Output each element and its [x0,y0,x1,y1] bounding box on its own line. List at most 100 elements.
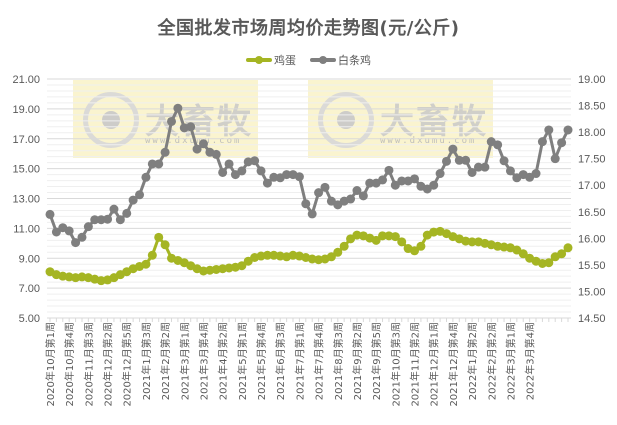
data-point[interactable] [378,231,388,241]
data-point[interactable] [141,172,151,182]
data-point[interactable] [563,243,573,253]
data-point[interactable] [454,155,464,165]
data-point[interactable] [493,140,503,150]
data-point[interactable] [90,215,100,225]
data-point[interactable] [435,169,445,179]
x-tick-label: 2020年10月第1周 [44,322,57,407]
data-point[interactable] [71,238,81,248]
data-point[interactable] [480,162,490,172]
data-point[interactable] [237,261,247,271]
data-point[interactable] [135,190,145,200]
data-point[interactable] [160,240,170,250]
data-point[interactable] [467,167,477,177]
legend-item-chicken: 白条鸡 [310,52,371,68]
data-point[interactable] [416,241,426,251]
data-point[interactable] [51,227,61,237]
data-point[interactable] [467,237,477,247]
x-tick-label: 2022年3月第1周 [504,322,517,400]
data-point[interactable] [115,215,125,225]
data-point[interactable] [224,159,234,169]
x-tick-label: 2022年3月第4周 [524,322,537,400]
data-point[interactable] [326,252,336,262]
data-point[interactable] [314,188,324,198]
data-point[interactable] [103,214,113,224]
data-point[interactable] [77,232,87,242]
data-point[interactable] [505,166,515,176]
chicken-line-marker-icon [310,56,336,64]
data-point[interactable] [186,122,196,132]
data-point[interactable] [410,246,420,256]
data-point[interactable] [352,186,362,196]
data-point[interactable] [499,156,509,166]
data-point[interactable] [448,144,458,154]
data-point[interactable] [256,166,266,176]
data-point[interactable] [218,167,228,177]
data-point[interactable] [473,162,483,172]
data-point[interactable] [307,209,317,219]
data-point[interactable] [282,170,292,180]
data-point[interactable] [211,149,221,159]
y-left-tick-label: 9.00 [19,253,40,265]
data-point[interactable] [531,169,541,179]
data-point[interactable] [333,247,343,257]
data-point[interactable] [173,103,183,113]
data-point[interactable] [557,138,567,148]
data-point[interactable] [390,180,400,190]
data-point[interactable] [237,166,247,176]
data-point[interactable] [441,156,451,166]
data-point[interactable] [160,147,170,157]
y-right-tick-label: 17.50 [578,154,606,166]
data-point[interactable] [429,180,439,190]
data-point[interactable] [397,237,407,247]
data-point[interactable] [371,235,381,245]
x-tick-label: 2021年1月第3周 [140,322,153,400]
data-point[interactable] [301,199,311,209]
data-point[interactable] [384,165,394,175]
data-point[interactable] [461,155,471,165]
legend-label-egg: 鸡蛋 [274,54,296,67]
data-point[interactable] [83,222,93,232]
x-tick-label: 2022年2月第2周 [485,322,498,400]
data-point[interactable] [365,178,375,188]
data-point[interactable] [544,258,554,268]
data-point[interactable] [147,159,157,169]
y-right-tick-label: 15.00 [578,286,606,298]
data-point[interactable] [198,139,208,149]
data-point[interactable] [537,137,547,147]
watermark-url: www.dxumu.com [145,136,242,146]
legend-label-chicken: 白条鸡 [338,54,371,67]
data-point[interactable] [346,194,356,204]
data-point[interactable] [109,204,119,214]
data-point[interactable] [518,249,528,259]
data-point[interactable] [262,250,272,260]
data-point[interactable] [557,249,567,259]
data-point[interactable] [358,191,368,201]
data-point[interactable] [192,144,202,154]
data-point[interactable] [320,182,330,192]
series-egg [45,226,573,286]
data-point[interactable] [154,232,164,242]
data-point[interactable] [167,116,177,126]
data-point[interactable] [262,178,272,188]
data-point[interactable] [64,226,74,236]
data-point[interactable] [544,125,554,135]
y-right-tick-label: 16.00 [578,233,606,245]
data-point[interactable] [45,209,55,219]
y-left-tick-label: 11.00 [13,223,40,235]
data-point[interactable] [147,250,157,260]
data-point[interactable] [550,154,560,164]
data-point[interactable] [294,172,304,182]
data-point[interactable] [128,195,138,205]
data-point[interactable] [410,174,420,184]
data-point[interactable] [339,241,349,251]
data-point[interactable] [250,156,260,166]
data-point[interactable] [563,125,573,135]
data-point[interactable] [378,175,388,185]
y-right-tick-label: 18.50 [578,101,606,113]
legend-item-egg: 鸡蛋 [246,52,296,68]
data-point[interactable] [390,232,400,242]
data-point[interactable] [397,176,407,186]
data-point[interactable] [154,159,164,169]
data-point[interactable] [141,259,151,269]
data-point[interactable] [122,208,132,218]
